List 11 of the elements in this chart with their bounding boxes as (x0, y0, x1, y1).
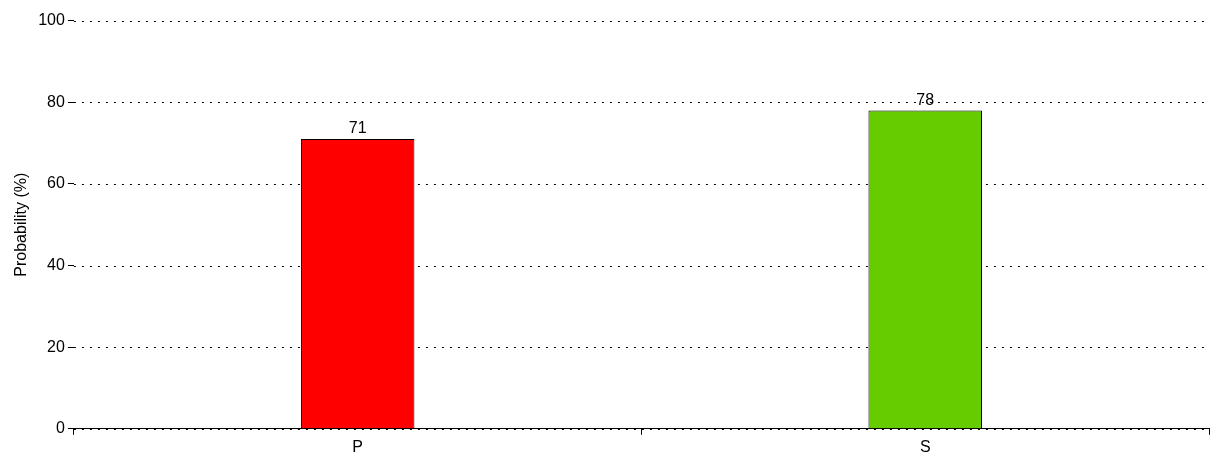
data-label: 71 (348, 119, 367, 137)
y-tick-label: 40 (47, 255, 65, 273)
y-axis-title: Probability (%) (12, 172, 30, 277)
y-tick-label: 100 (38, 11, 65, 29)
data-label: 78 (916, 90, 935, 108)
y-tick-label: 80 (47, 92, 65, 110)
y-tick-label: 20 (47, 337, 65, 355)
y-tick-label: 60 (47, 174, 65, 192)
x-tick-label: P (352, 437, 364, 455)
x-tick-label: S (919, 437, 931, 455)
y-tick-label: 0 (55, 419, 65, 437)
